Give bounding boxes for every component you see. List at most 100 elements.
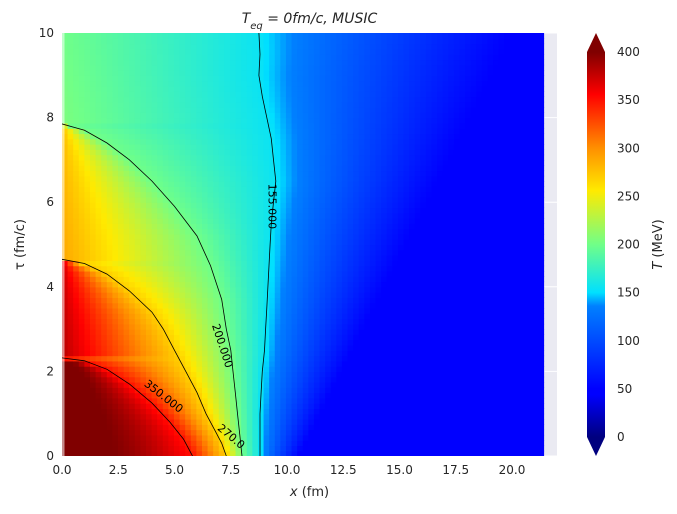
heatmap-cell	[509, 344, 517, 351]
heatmap-cell	[168, 170, 175, 177]
heatmap-cell	[280, 355, 287, 362]
heatmap-cell	[319, 196, 326, 203]
heatmap-cell	[106, 334, 113, 341]
heatmap-cell	[509, 429, 517, 436]
heatmap-cell	[364, 418, 371, 425]
heatmap-cell	[162, 313, 169, 320]
heatmap-cell	[84, 329, 91, 335]
heatmap-cell	[487, 265, 494, 272]
heatmap-cell	[509, 260, 517, 267]
heatmap-cell	[179, 228, 186, 235]
heatmap-cell	[224, 265, 231, 272]
heatmap-cell	[190, 313, 197, 320]
heatmap-cell	[493, 450, 500, 456]
heatmap-cell	[364, 228, 371, 235]
heatmap-cell	[392, 360, 399, 367]
heatmap-cell	[448, 181, 455, 187]
heatmap-cell	[134, 223, 141, 230]
heatmap-cell	[532, 450, 539, 456]
heatmap-cell	[330, 170, 337, 177]
heatmap-cell	[252, 376, 259, 383]
heatmap-cell	[341, 244, 349, 251]
heatmap-cell	[369, 429, 377, 436]
heatmap-cell	[285, 218, 293, 224]
heatmap-cell	[481, 255, 489, 261]
heatmap-cell	[285, 170, 293, 177]
heatmap-cell	[196, 371, 203, 378]
heatmap-cell	[179, 207, 186, 214]
heatmap-cell	[409, 344, 416, 351]
heatmap-cell	[302, 297, 309, 304]
heatmap-cell	[459, 329, 466, 335]
heatmap-cell	[442, 202, 449, 209]
heatmap-cell	[336, 434, 343, 441]
heatmap-cell	[285, 196, 293, 203]
heatmap-cell	[291, 350, 298, 357]
heatmap-cell	[386, 181, 393, 187]
heatmap-cell	[297, 403, 304, 410]
heatmap-cell	[134, 355, 141, 362]
heatmap-cell	[89, 281, 97, 288]
heatmap-cell	[106, 191, 113, 198]
heatmap-cell	[218, 418, 225, 425]
heatmap-cell	[414, 344, 421, 351]
heatmap-cell	[375, 334, 382, 341]
heatmap-cell	[459, 403, 466, 410]
heatmap-cell	[358, 212, 365, 219]
heatmap-cell	[353, 323, 360, 330]
heatmap-cell	[325, 159, 332, 166]
heatmap-cell	[420, 276, 427, 283]
heatmap-cell	[140, 270, 147, 277]
heatmap-cell	[369, 376, 377, 383]
heatmap-cell	[274, 313, 281, 320]
heatmap-cell	[381, 429, 388, 436]
heatmap-cell	[89, 355, 97, 362]
heatmap-cell	[297, 207, 304, 214]
heatmap-cell	[409, 276, 416, 283]
heatmap-cell	[515, 154, 522, 161]
heatmap-cell	[515, 313, 522, 320]
heatmap-cell	[386, 297, 393, 304]
heatmap-cell	[196, 429, 203, 436]
heatmap-cell	[140, 223, 147, 230]
heatmap-cell	[179, 424, 186, 431]
heatmap-cell	[235, 186, 242, 193]
heatmap-cell	[123, 212, 130, 219]
heatmap-cell	[437, 297, 444, 304]
heatmap-cell	[257, 440, 265, 447]
heatmap-cell	[280, 413, 287, 420]
heatmap-cell	[386, 339, 393, 346]
heatmap-cell	[134, 239, 141, 246]
heatmap-cell	[157, 244, 164, 251]
heatmap-cell	[207, 440, 214, 447]
heatmap-cell	[526, 360, 533, 367]
heatmap-cell	[235, 408, 242, 415]
heatmap-cell	[179, 445, 186, 452]
heatmap-cell	[123, 397, 130, 404]
heatmap-cell	[437, 408, 444, 415]
heatmap-cell	[89, 181, 97, 187]
heatmap-cell	[246, 418, 253, 425]
heatmap-cell	[190, 249, 197, 256]
heatmap-cell	[493, 339, 500, 346]
heatmap-cell	[196, 403, 203, 410]
heatmap-cell	[207, 318, 214, 325]
heatmap-cell	[397, 329, 405, 335]
heatmap-cell	[392, 181, 399, 187]
heatmap-cell	[414, 450, 421, 456]
heatmap-cell	[526, 170, 533, 177]
heatmap-cell	[78, 255, 85, 261]
heatmap-cell	[89, 196, 97, 203]
heatmap-cell	[403, 249, 410, 256]
heatmap-cell	[241, 270, 248, 277]
heatmap-cell	[280, 387, 287, 394]
heatmap-cell	[162, 286, 169, 293]
heatmap-cell	[442, 276, 449, 283]
heatmap-cell	[95, 429, 102, 436]
heatmap-cell	[319, 202, 326, 209]
heatmap-cell	[179, 334, 186, 341]
heatmap-cell	[218, 424, 225, 431]
heatmap-cell	[134, 270, 141, 277]
heatmap-cell	[476, 318, 483, 325]
heatmap-cell	[129, 281, 136, 288]
